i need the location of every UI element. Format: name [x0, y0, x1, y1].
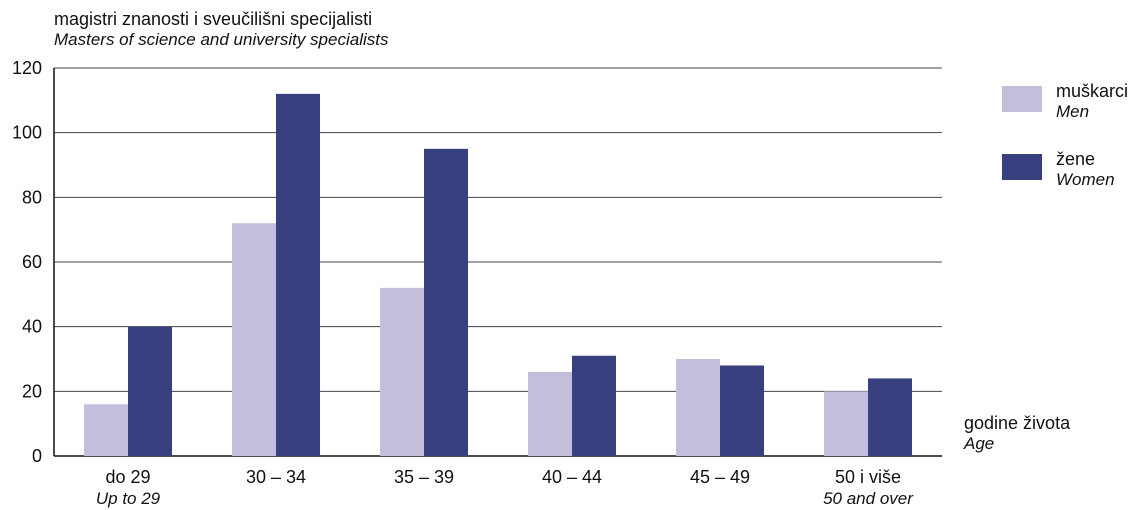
- bar-men: [528, 371, 572, 456]
- y-tick-label: 60: [22, 252, 42, 272]
- x-tick-label: 45 – 49: [690, 467, 750, 487]
- chart-title: magistri znanosti i sveučilišni specijal…: [54, 9, 373, 29]
- x-axis-label: godine života: [964, 413, 1071, 433]
- x-tick-label-en: 50 and over: [823, 489, 914, 508]
- chart-title-block: magistri znanosti i sveučilišni specijal…: [54, 8, 388, 50]
- x-tick-label: 40 – 44: [542, 467, 602, 487]
- bar-men: [380, 287, 424, 456]
- y-tick-label: 20: [22, 381, 42, 401]
- y-tick-label: 80: [22, 187, 42, 207]
- bar-women: [276, 93, 320, 456]
- legend-swatch-men: [1002, 86, 1042, 112]
- legend-item-women: žene Women: [1002, 148, 1131, 192]
- chart-subtitle: Masters of science and university specia…: [54, 30, 389, 49]
- x-tick-label: 35 – 39: [394, 467, 454, 487]
- bar-women: [572, 355, 616, 456]
- bar-women: [868, 378, 912, 456]
- y-tick-label: 40: [22, 317, 42, 337]
- y-tick-label: 0: [32, 446, 42, 466]
- bar-men: [232, 223, 276, 456]
- x-tick-label: 30 – 34: [246, 467, 306, 487]
- bar-men: [824, 391, 868, 456]
- legend-swatch-women: [1002, 154, 1042, 180]
- legend-label-men-en: Men: [1056, 102, 1090, 121]
- legend-label-women-en: Women: [1056, 170, 1115, 189]
- y-tick-label: 100: [12, 123, 42, 143]
- bar-women: [720, 365, 764, 456]
- x-axis-title: godine života Age: [964, 412, 1070, 454]
- bar-women: [128, 326, 172, 456]
- legend-label-men: muškarci: [1056, 81, 1129, 101]
- legend-label-women: žene: [1056, 149, 1096, 169]
- legend-item-men: muškarci Men: [1002, 80, 1131, 124]
- y-tick-label: 120: [12, 58, 42, 78]
- x-tick-label: 50 i više: [835, 467, 901, 487]
- bar-men: [84, 404, 128, 456]
- bar-men: [676, 359, 720, 456]
- bar-women: [424, 148, 468, 457]
- x-axis-label-en: Age: [964, 434, 995, 453]
- x-tick-label: do 29: [105, 467, 150, 487]
- x-tick-label-en: Up to 29: [96, 489, 161, 508]
